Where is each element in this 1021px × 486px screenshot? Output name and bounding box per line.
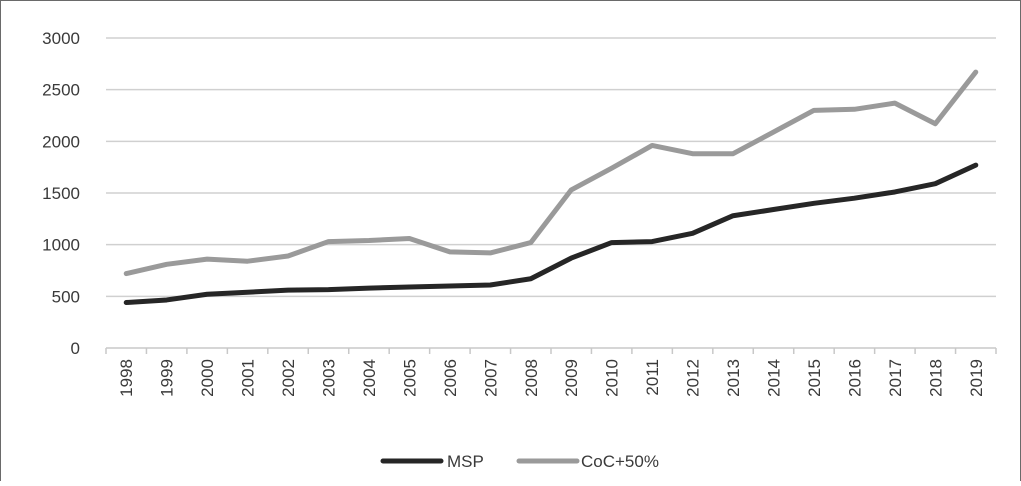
x-tick-label-2010: 2010 <box>603 359 622 397</box>
x-tick-label-2006: 2006 <box>441 359 460 397</box>
y-tick-label-2500: 2500 <box>42 81 80 100</box>
x-tick-label-2001: 2001 <box>239 359 258 397</box>
y-axis-tick-labels: 0 500 1000 1500 2000 2500 3000 <box>42 29 80 358</box>
x-tick-label-2012: 2012 <box>684 359 703 397</box>
x-tick-label-2011: 2011 <box>643 359 662 396</box>
x-tick-label-1999: 1999 <box>158 359 177 397</box>
y-tick-label-500: 500 <box>52 287 80 306</box>
legend-label-coc-50: CoC+50% <box>581 452 659 471</box>
y-tick-label-1000: 1000 <box>42 236 80 255</box>
x-tick-label-2000: 2000 <box>198 359 217 397</box>
x-tick-label-2014: 2014 <box>765 359 784 397</box>
series-line-coc-50 <box>123 69 979 277</box>
gridlines <box>106 37 996 298</box>
y-tick-label-3000: 3000 <box>42 29 80 48</box>
legend-label-msp: MSP <box>447 452 484 471</box>
y-tick-label-0: 0 <box>71 339 80 358</box>
x-tick-label-2019: 2019 <box>967 359 986 397</box>
x-axis <box>105 347 997 354</box>
x-tick-label-2017: 2017 <box>886 359 905 397</box>
y-tick-label-1500: 1500 <box>42 184 80 203</box>
x-tick-label-2007: 2007 <box>481 359 500 397</box>
x-tick-label-2008: 2008 <box>522 359 541 397</box>
x-axis-tick-labels: 1998 1999 2000 2001 2002 2003 2004 2005 2006 2007… <box>117 359 986 397</box>
legend: MSP CoC+50% <box>380 452 659 471</box>
y-tick-label-2000: 2000 <box>42 132 80 151</box>
x-tick-label-2009: 2009 <box>562 359 581 397</box>
x-tick-label-2018: 2018 <box>926 359 945 397</box>
x-tick-label-2013: 2013 <box>724 359 743 397</box>
x-tick-label-2015: 2015 <box>805 359 824 397</box>
x-tick-label-2016: 2016 <box>845 359 864 397</box>
x-tick-label-2005: 2005 <box>400 359 419 397</box>
x-tick-label-2002: 2002 <box>279 359 298 397</box>
x-tick-label-2004: 2004 <box>360 359 379 397</box>
x-tick-label-1998: 1998 <box>117 359 136 397</box>
series-lines <box>123 69 979 306</box>
x-tick-label-2003: 2003 <box>320 359 339 397</box>
series-line-msp <box>123 162 979 306</box>
